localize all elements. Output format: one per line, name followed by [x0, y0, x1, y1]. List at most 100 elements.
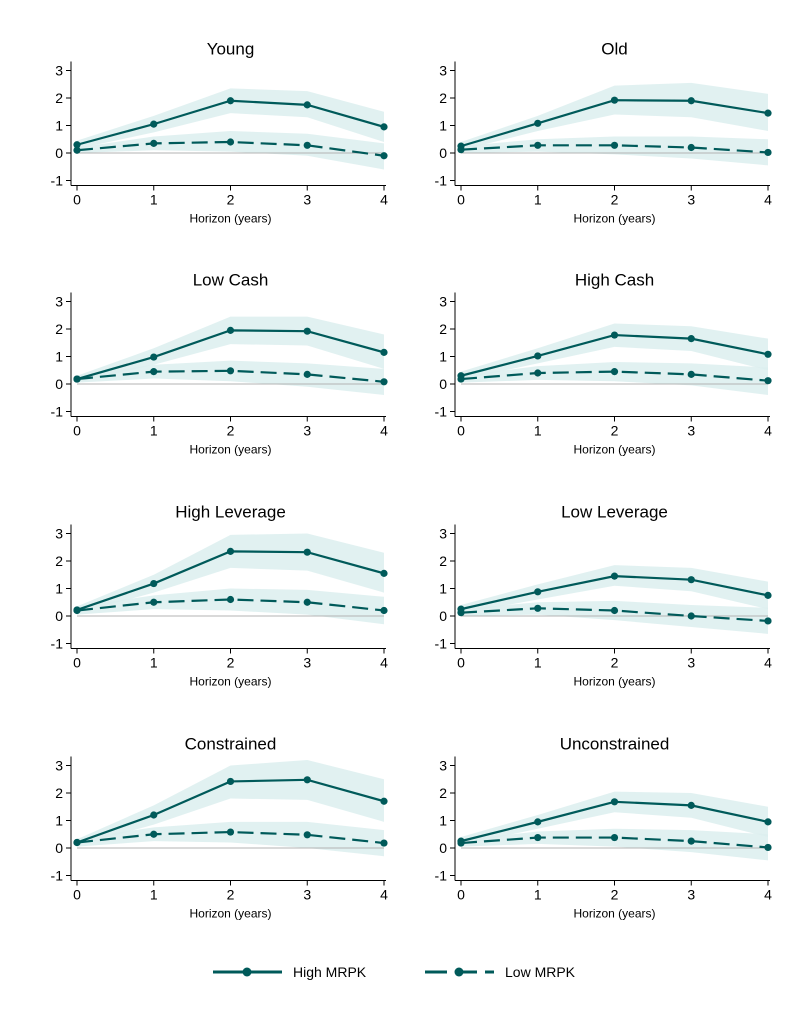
data-point-low-mrpk — [73, 146, 81, 154]
data-point-low-mrpk — [380, 606, 388, 615]
data-point-low-mrpk — [764, 843, 772, 852]
chart-panel: Young -1 0 1 2 3 0 1 2 3 4 Horizon (years) — [51, 40, 389, 226]
y-tick-label: 0 — [55, 145, 63, 161]
y-tick-label: 1 — [55, 581, 63, 597]
x-tick-label: 1 — [150, 423, 158, 439]
data-point-high-mrpk — [303, 776, 311, 784]
data-point-high-mrpk — [150, 811, 158, 819]
x-axis-label: Horizon (years) — [573, 907, 655, 921]
data-point-high-mrpk — [303, 548, 311, 556]
x-axis-label: Horizon (years) — [189, 907, 271, 921]
data-point-high-mrpk — [150, 579, 158, 588]
x-tick-label: 4 — [764, 423, 772, 439]
chart-panel: Low Leverage -1 0 1 2 3 0 1 2 3 4 Horizon (years) — [435, 503, 773, 689]
data-point-high-mrpk — [610, 331, 619, 339]
data-point-low-mrpk — [534, 604, 542, 612]
data-point-low-mrpk — [226, 138, 235, 146]
data-point-low-mrpk — [150, 598, 158, 606]
y-tick-label: -1 — [51, 404, 64, 420]
data-point-high-mrpk — [764, 818, 772, 826]
panel-title: Low Cash — [193, 271, 269, 290]
x-tick-label: 2 — [611, 423, 619, 439]
data-point-high-mrpk — [226, 777, 235, 786]
data-point-low-mrpk — [150, 830, 158, 838]
y-tick-label: 0 — [55, 376, 63, 392]
data-point-low-mrpk — [457, 146, 465, 154]
data-point-high-mrpk — [687, 576, 695, 584]
confidence-band-low-mrpk — [77, 588, 384, 625]
x-tick-label: 3 — [303, 655, 311, 671]
y-tick-label: 3 — [439, 526, 447, 542]
chart-panel: Old -1 0 1 2 3 0 1 2 3 4 Horizon (years) — [435, 40, 773, 226]
data-point-high-mrpk — [534, 818, 542, 826]
data-point-high-mrpk — [380, 569, 388, 577]
x-tick-label: 0 — [73, 887, 81, 903]
data-point-low-mrpk — [73, 838, 81, 847]
chart-panel: Low Cash -1 0 1 2 3 0 1 2 3 4 Horizon (years) — [51, 271, 389, 457]
data-point-low-mrpk — [150, 139, 158, 147]
y-tick-label: -1 — [435, 868, 448, 884]
data-point-low-mrpk — [610, 606, 619, 615]
data-point-low-mrpk — [764, 148, 772, 157]
y-tick-label: 1 — [439, 349, 447, 365]
data-point-low-mrpk — [457, 375, 465, 383]
data-point-low-mrpk — [687, 837, 695, 845]
data-point-low-mrpk — [687, 143, 695, 152]
data-point-high-mrpk — [687, 335, 695, 343]
x-tick-label: 3 — [303, 887, 311, 903]
data-point-high-mrpk — [687, 801, 695, 809]
panel-title: High Leverage — [175, 503, 286, 522]
legend-label-high-mrpk: High MRPK — [293, 964, 367, 980]
data-point-high-mrpk — [534, 352, 542, 360]
x-tick-label: 1 — [150, 655, 158, 671]
y-tick-label: 1 — [439, 118, 447, 134]
data-point-low-mrpk — [380, 839, 388, 847]
data-point-high-mrpk — [610, 798, 619, 806]
data-point-high-mrpk — [150, 353, 158, 361]
y-tick-label: 1 — [439, 581, 447, 597]
x-tick-label: 0 — [457, 655, 465, 671]
data-point-low-mrpk — [226, 595, 235, 604]
x-axis-label: Horizon (years) — [573, 675, 655, 689]
x-tick-label: 0 — [457, 887, 465, 903]
chart-panel: High Leverage -1 0 1 2 3 0 1 2 3 4 Horizon (years) — [51, 503, 389, 689]
panel-title: Constrained — [185, 735, 277, 754]
data-point-high-mrpk — [73, 141, 81, 149]
x-tick-label: 3 — [303, 423, 311, 439]
data-point-low-mrpk — [303, 598, 311, 606]
data-point-low-mrpk — [226, 828, 235, 836]
data-point-high-mrpk — [534, 588, 542, 596]
data-point-low-mrpk — [764, 617, 772, 625]
y-tick-label: 2 — [439, 321, 447, 337]
x-tick-label: 0 — [457, 192, 465, 208]
data-point-high-mrpk — [764, 109, 772, 117]
data-point-high-mrpk — [303, 101, 311, 109]
y-tick-label: 0 — [439, 376, 447, 392]
x-tick-label: 0 — [73, 192, 81, 208]
y-tick-label: 1 — [439, 813, 447, 829]
y-tick-label: 2 — [55, 553, 63, 569]
panel-title: Old — [601, 40, 627, 59]
y-tick-label: -1 — [51, 636, 64, 652]
data-point-high-mrpk — [226, 97, 235, 105]
x-tick-label: 0 — [73, 655, 81, 671]
data-point-low-mrpk — [380, 152, 388, 160]
panels-group: Young -1 0 1 2 3 0 1 2 3 4 Horizon (years) Old -1 0 1 2 3… — [51, 40, 773, 921]
y-tick-label: 3 — [55, 526, 63, 542]
data-point-high-mrpk — [380, 797, 388, 805]
data-point-low-mrpk — [687, 370, 695, 378]
y-tick-label: 2 — [439, 90, 447, 106]
y-tick-label: -1 — [435, 404, 448, 420]
data-point-high-mrpk — [610, 572, 619, 580]
x-tick-label: 2 — [227, 423, 235, 439]
data-point-high-mrpk — [150, 120, 158, 128]
y-tick-label: 1 — [55, 118, 63, 134]
x-tick-label: 4 — [380, 887, 388, 903]
x-tick-label: 1 — [150, 192, 158, 208]
x-tick-label: 4 — [764, 192, 772, 208]
data-point-high-mrpk — [610, 96, 619, 104]
data-point-low-mrpk — [610, 368, 619, 376]
data-point-low-mrpk — [150, 368, 158, 376]
chart-panel: Unconstrained -1 0 1 2 3 0 1 2 3 4 Horizon (years) — [435, 735, 773, 921]
data-point-low-mrpk — [73, 375, 81, 383]
